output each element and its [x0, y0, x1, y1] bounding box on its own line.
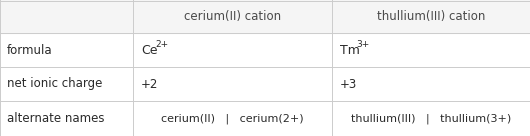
Text: Tm: Tm: [340, 44, 360, 56]
Text: Ce: Ce: [141, 44, 157, 56]
Text: cerium(II) cation: cerium(II) cation: [184, 10, 281, 23]
Text: net ionic charge: net ionic charge: [7, 78, 102, 90]
Text: +3: +3: [340, 78, 357, 90]
Text: thullium(III)   |   thullium(3+): thullium(III) | thullium(3+): [351, 113, 511, 124]
Text: thullium(III) cation: thullium(III) cation: [377, 10, 485, 23]
Text: formula: formula: [7, 44, 52, 56]
Text: +2: +2: [141, 78, 158, 90]
Text: 3+: 3+: [356, 40, 369, 49]
Text: alternate names: alternate names: [7, 112, 104, 125]
Bar: [0, 0, 530, 33]
Text: 2+: 2+: [155, 40, 168, 49]
Text: cerium(II)   |   cerium(2+): cerium(II) | cerium(2+): [161, 113, 304, 124]
